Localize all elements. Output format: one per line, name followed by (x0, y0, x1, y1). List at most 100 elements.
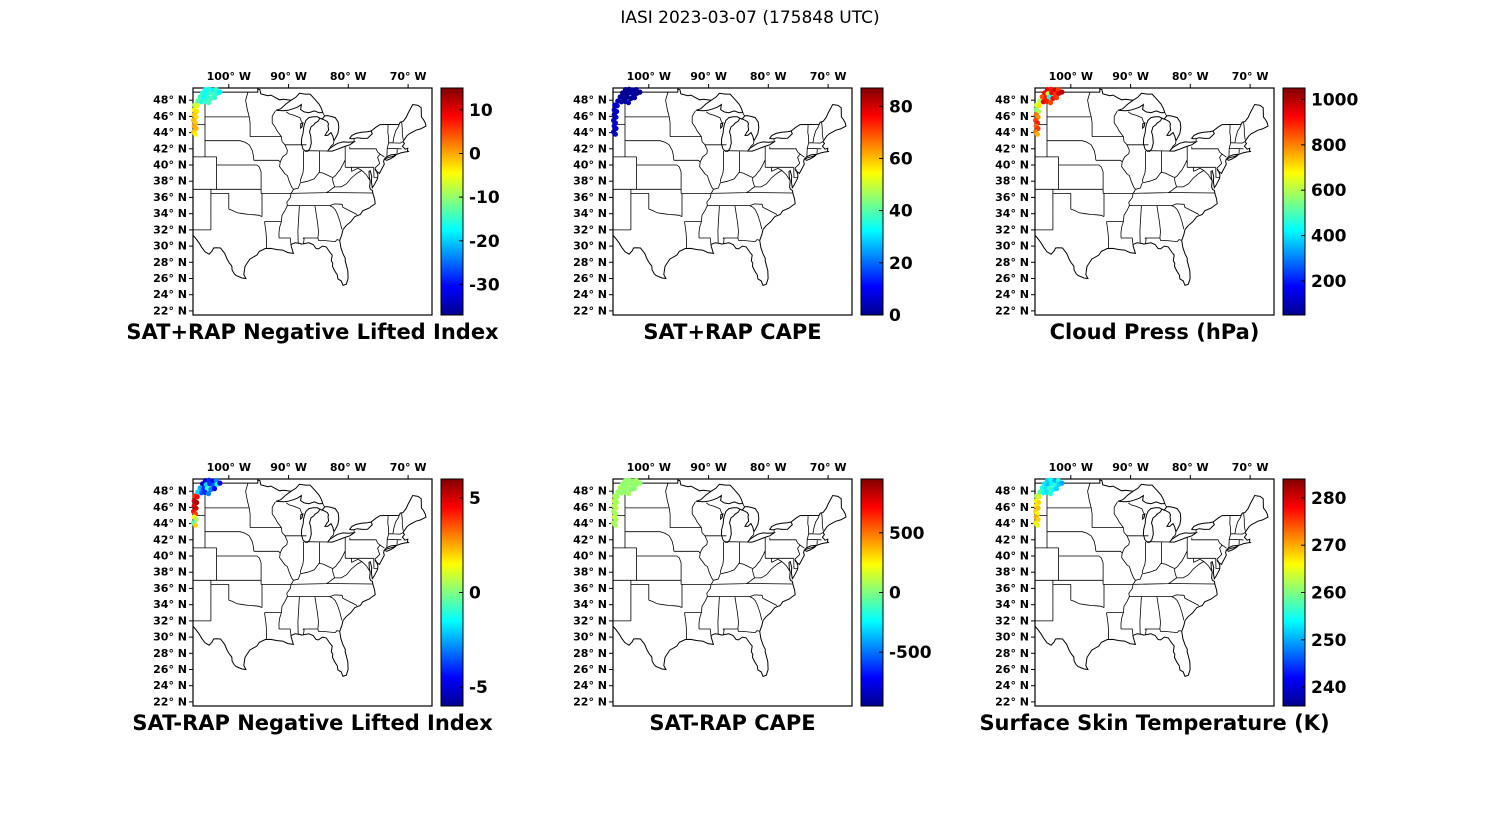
cloud-press-plot: Cloud Press (hPa) 100° W 90° W 80° W 70° W 4… (995, 70, 1358, 344)
lat-tick-label: 42° N (995, 533, 1029, 546)
lat-axis-labels: 48° N 46° N 44° N 42° N 40° N 38° N 36° N 34° N… (153, 94, 193, 317)
lat-tick-label: 34° N (573, 207, 607, 220)
lat-tick-label: 32° N (995, 614, 1029, 627)
footprint-dot (192, 522, 198, 528)
colorbar-tick-label: 80 (889, 97, 913, 117)
lat-tick-label: 26° N (153, 272, 187, 285)
lon-tick-label: 100° W (207, 70, 251, 83)
lat-tick-label: 22° N (995, 695, 1029, 708)
lat-tick-label: 30° N (995, 240, 1029, 253)
us-basemap (1035, 88, 1269, 286)
colorbar-tick-label: -20 (469, 232, 500, 252)
lon-tick-label: 70° W (810, 70, 847, 83)
map-frame (1034, 87, 1275, 316)
colorbar-tick-label: 200 (1311, 272, 1347, 292)
colorbar-labels: 500 0 -500 (879, 524, 932, 663)
lat-tick-label: 42° N (995, 142, 1029, 155)
lat-tick-label: 46° N (153, 110, 187, 123)
colorbar-tick-label: -5 (469, 678, 488, 698)
map-frame (612, 87, 853, 316)
lat-tick-label: 26° N (153, 663, 187, 676)
lon-tick-label: 90° W (1112, 70, 1149, 83)
lon-tick-label: 80° W (1172, 70, 1209, 83)
footprint-scatter (611, 477, 643, 528)
lon-tick-label: 80° W (330, 461, 367, 474)
us-basemap (613, 88, 847, 286)
colorbar-labels: 1000 800 600 400 200 (1301, 90, 1358, 292)
panel-cloud-press: Cloud Press (hPa) 100° W 90° W 80° W 70° W 4… (992, 58, 1358, 358)
lat-tick-label: 30° N (995, 631, 1029, 644)
map-frame (192, 87, 433, 316)
footprint-dot (1034, 522, 1040, 528)
colorbar-tick-label: 20 (889, 254, 913, 274)
lat-tick-label: 38° N (995, 566, 1029, 579)
lon-tick-label: 90° W (690, 70, 727, 83)
colorbar (1282, 87, 1306, 316)
lat-tick-label: 44° N (153, 517, 187, 530)
footprint-dot (614, 103, 620, 109)
footprint-dot (1034, 131, 1040, 137)
lat-tick-label: 34° N (573, 598, 607, 611)
lat-tick-label: 42° N (153, 142, 187, 155)
lat-tick-label: 38° N (995, 175, 1029, 188)
lat-tick-label: 26° N (995, 272, 1029, 285)
lat-tick-label: 36° N (153, 191, 187, 204)
colorbar-tick-label: 60 (889, 149, 913, 169)
lat-tick-label: 40° N (995, 550, 1029, 563)
footprint-dot (637, 480, 643, 486)
sat-plus-rap-cape-plot: SAT+RAP CAPE 100° W 90° W 80° W 70° W48° N4… (573, 70, 913, 344)
footprint-dot (217, 89, 223, 95)
lat-tick-label: 34° N (153, 598, 187, 611)
lat-tick-label: 44° N (995, 126, 1029, 139)
lat-tick-label: 46° N (995, 501, 1029, 514)
footprint-dot (631, 95, 638, 101)
footprint-dot (631, 486, 638, 492)
lon-tick-label: 70° W (390, 461, 427, 474)
lon-tick-label: 70° W (810, 461, 847, 474)
colorbar-tick-label: 5 (469, 489, 481, 509)
lat-tick-label: 22° N (995, 304, 1029, 317)
footprint-dot (1047, 100, 1054, 106)
lat-tick-label: 48° N (153, 94, 187, 107)
lat-tick-label: 40° N (153, 159, 187, 172)
lon-tick-label: 100° W (1049, 461, 1093, 474)
lat-tick-label: 44° N (573, 517, 607, 530)
lat-tick-label: 24° N (995, 288, 1029, 301)
lat-tick-label: 22° N (153, 304, 187, 317)
lon-axis-labels: 100° W 90° W 80° W 70° W (1049, 461, 1268, 479)
map-frame (612, 478, 853, 707)
lon-axis-labels: 100° W 90° W 80° W 70° W (1049, 70, 1268, 88)
lon-axis-labels: 100° W 90° W 80° W 70° W (627, 461, 847, 479)
lon-tick-label: 80° W (330, 70, 367, 83)
map-frame (192, 478, 433, 707)
lat-tick-label: 30° N (153, 631, 187, 644)
colorbar-tick-label: 600 (1311, 181, 1347, 201)
lat-tick-label: 24° N (573, 679, 607, 692)
panel-title: SAT+RAP CAPE (643, 320, 821, 344)
lat-tick-label: 44° N (153, 126, 187, 139)
us-basemap (193, 479, 427, 677)
colorbar (860, 87, 884, 316)
footprint-dot (637, 89, 643, 95)
lat-tick-label: 36° N (153, 582, 187, 595)
footprint-dot (192, 131, 198, 137)
lon-tick-label: 100° W (1049, 70, 1093, 83)
lat-tick-label: 38° N (573, 566, 607, 579)
colorbar-labels: 280 270 260 250 240 (1301, 489, 1347, 698)
lat-tick-label: 32° N (573, 614, 607, 627)
lat-tick-label: 28° N (573, 647, 607, 660)
footprint-dot (205, 491, 212, 497)
footprint-dot (1047, 491, 1054, 497)
lat-tick-label: 44° N (573, 126, 607, 139)
lat-tick-label: 36° N (995, 191, 1029, 204)
surface-skin-temp-plot: Surface Skin Temperature (K) 100° W 90° W… (979, 461, 1347, 735)
colorbar-labels: 5 0 -5 (459, 489, 488, 698)
lon-tick-label: 90° W (1112, 461, 1149, 474)
panel-title: Cloud Press (hPa) (1050, 320, 1260, 344)
lat-tick-label: 40° N (573, 550, 607, 563)
lat-axis-labels: 48° N 46° N 44° N 42° N 40° N 38° N 36° N 34° N… (995, 485, 1035, 708)
lat-tick-label: 48° N (573, 94, 607, 107)
lat-tick-label: 38° N (573, 175, 607, 188)
panel-sat-minus-rap-nli: SAT-RAP Negative Lifted Index 100° W 90° … (132, 449, 515, 749)
lat-tick-label: 36° N (573, 191, 607, 204)
